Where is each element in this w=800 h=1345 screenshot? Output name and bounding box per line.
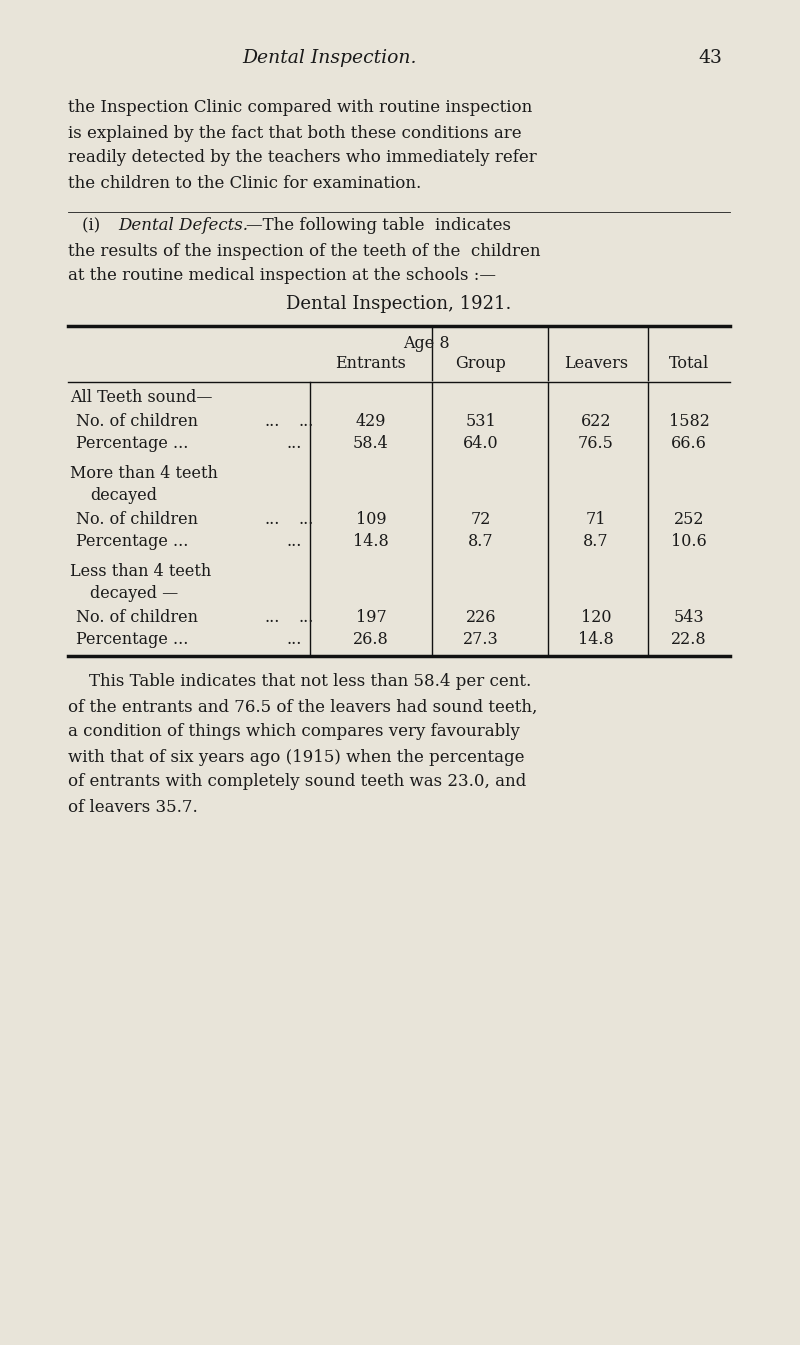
- Text: 622: 622: [581, 413, 611, 429]
- Text: Dental Inspection.: Dental Inspection.: [242, 48, 418, 67]
- Text: Less than 4 teeth: Less than 4 teeth: [70, 564, 211, 581]
- Text: Entrants: Entrants: [335, 355, 406, 373]
- Text: (i): (i): [82, 218, 117, 234]
- Text: ...: ...: [286, 534, 302, 550]
- Text: of entrants with completely sound teeth was 23.0, and: of entrants with completely sound teeth …: [68, 773, 526, 791]
- Text: This Table indicates that not less than 58.4 per cent.: This Table indicates that not less than …: [68, 674, 531, 690]
- Text: Group: Group: [456, 355, 506, 373]
- Text: of the entrants and 76.5 of the leavers had sound teeth,: of the entrants and 76.5 of the leavers …: [68, 698, 538, 716]
- Text: 543: 543: [674, 608, 704, 625]
- Text: a condition of things which compares very favourably: a condition of things which compares ver…: [68, 724, 520, 741]
- Text: 66.6: 66.6: [671, 436, 707, 452]
- Text: decayed: decayed: [90, 487, 157, 504]
- Text: 71: 71: [586, 511, 606, 527]
- Text: 72: 72: [471, 511, 491, 527]
- Text: Age 8: Age 8: [402, 335, 450, 352]
- Text: 8.7: 8.7: [583, 534, 609, 550]
- Text: decayed —: decayed —: [90, 585, 178, 603]
- Text: No. of children: No. of children: [76, 511, 198, 527]
- Text: All Teeth sound—: All Teeth sound—: [70, 390, 213, 406]
- Text: 14.8: 14.8: [578, 632, 614, 648]
- Text: with that of six years ago (1915) when the percentage: with that of six years ago (1915) when t…: [68, 749, 525, 765]
- Text: ...: ...: [298, 608, 314, 625]
- Text: Dental Defects.: Dental Defects.: [118, 218, 248, 234]
- Text: readily detected by the teachers who immediately refer: readily detected by the teachers who imm…: [68, 149, 537, 167]
- Text: ...: ...: [298, 511, 314, 527]
- Text: 58.4: 58.4: [353, 436, 389, 452]
- Text: of leavers 35.7.: of leavers 35.7.: [68, 799, 198, 815]
- Text: at the routine medical inspection at the schools :—: at the routine medical inspection at the…: [68, 268, 496, 285]
- Text: ...: ...: [286, 436, 302, 452]
- Text: Percentage ...: Percentage ...: [76, 632, 188, 648]
- Text: the Inspection Clinic compared with routine inspection: the Inspection Clinic compared with rout…: [68, 100, 532, 117]
- Text: 8.7: 8.7: [468, 534, 494, 550]
- Text: 109: 109: [356, 511, 386, 527]
- Text: 226: 226: [466, 608, 496, 625]
- Text: 429: 429: [356, 413, 386, 429]
- Text: is explained by the fact that both these conditions are: is explained by the fact that both these…: [68, 125, 522, 141]
- Text: the results of the inspection of the teeth of the  children: the results of the inspection of the tee…: [68, 242, 541, 260]
- Text: 14.8: 14.8: [353, 534, 389, 550]
- Text: 252: 252: [674, 511, 704, 527]
- Text: ...: ...: [264, 608, 279, 625]
- Text: Percentage ...: Percentage ...: [76, 436, 188, 452]
- Text: 27.3: 27.3: [463, 632, 499, 648]
- Text: No. of children: No. of children: [76, 413, 198, 429]
- Text: 120: 120: [581, 608, 611, 625]
- Text: 22.8: 22.8: [671, 632, 707, 648]
- Text: 43: 43: [698, 48, 722, 67]
- Text: the children to the Clinic for examination.: the children to the Clinic for examinati…: [68, 175, 422, 191]
- Text: ...: ...: [298, 413, 314, 429]
- Text: 197: 197: [356, 608, 386, 625]
- Text: 64.0: 64.0: [463, 436, 499, 452]
- Text: ...: ...: [264, 413, 279, 429]
- Text: No. of children: No. of children: [76, 608, 198, 625]
- Text: More than 4 teeth: More than 4 teeth: [70, 465, 218, 483]
- Text: Total: Total: [669, 355, 709, 373]
- Text: ...: ...: [264, 511, 279, 527]
- Text: Dental Inspection, 1921.: Dental Inspection, 1921.: [286, 295, 512, 313]
- Text: 10.6: 10.6: [671, 534, 707, 550]
- Text: 531: 531: [466, 413, 496, 429]
- Text: 76.5: 76.5: [578, 436, 614, 452]
- Text: 1582: 1582: [669, 413, 710, 429]
- Text: Leavers: Leavers: [564, 355, 628, 373]
- Text: Percentage ...: Percentage ...: [76, 534, 188, 550]
- Text: ...: ...: [286, 632, 302, 648]
- Text: —The following table  indicates: —The following table indicates: [246, 218, 511, 234]
- Text: 26.8: 26.8: [353, 632, 389, 648]
